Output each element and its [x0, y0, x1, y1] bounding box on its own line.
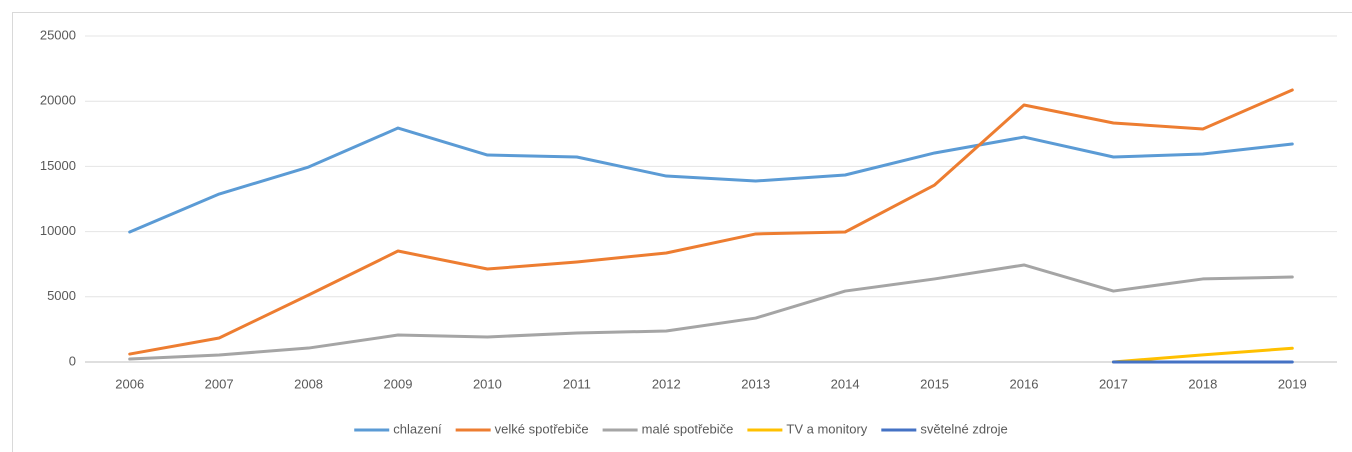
x-tick-label: 2010 — [473, 376, 502, 391]
series-line — [1111, 346, 1294, 364]
legend-label: malé spotřebiče — [642, 421, 734, 436]
x-tick-label: 2014 — [831, 376, 860, 391]
series-line — [128, 126, 1294, 234]
x-tick-label: 2017 — [1099, 376, 1128, 391]
x-tick-label: 2007 — [205, 376, 234, 391]
x-tick-label: 2016 — [1010, 376, 1039, 391]
x-tick-label: 2019 — [1278, 376, 1307, 391]
x-tick-label: 2015 — [920, 376, 949, 391]
series-line — [128, 263, 1294, 361]
x-tick-label: 2009 — [384, 376, 413, 391]
x-tick-label: 2008 — [294, 376, 323, 391]
y-tick-label: 15000 — [40, 158, 76, 173]
y-tick-label: 0 — [69, 353, 76, 368]
x-tick-label: 2011 — [563, 376, 591, 391]
chart-frame — [12, 12, 1352, 452]
x-tick-label: 2013 — [741, 376, 770, 391]
legend-label: TV a monitory — [786, 421, 867, 436]
y-tick-label: 10000 — [40, 223, 76, 238]
y-tick-label: 20000 — [40, 93, 76, 108]
x-tick-label: 2006 — [115, 376, 144, 391]
x-tick-label: 2018 — [1188, 376, 1217, 391]
y-tick-label: 25000 — [40, 27, 76, 42]
series-line — [128, 88, 1294, 356]
legend-label: světelné zdroje — [920, 421, 1007, 436]
x-tick-label: 2012 — [652, 376, 681, 391]
legend-label: velké spotřebiče — [495, 421, 589, 436]
legend-label: chlazení — [393, 421, 442, 436]
y-tick-label: 5000 — [47, 288, 76, 303]
legend: chlazení velké spotřebiče malé spotřebiče T… — [354, 421, 1008, 436]
